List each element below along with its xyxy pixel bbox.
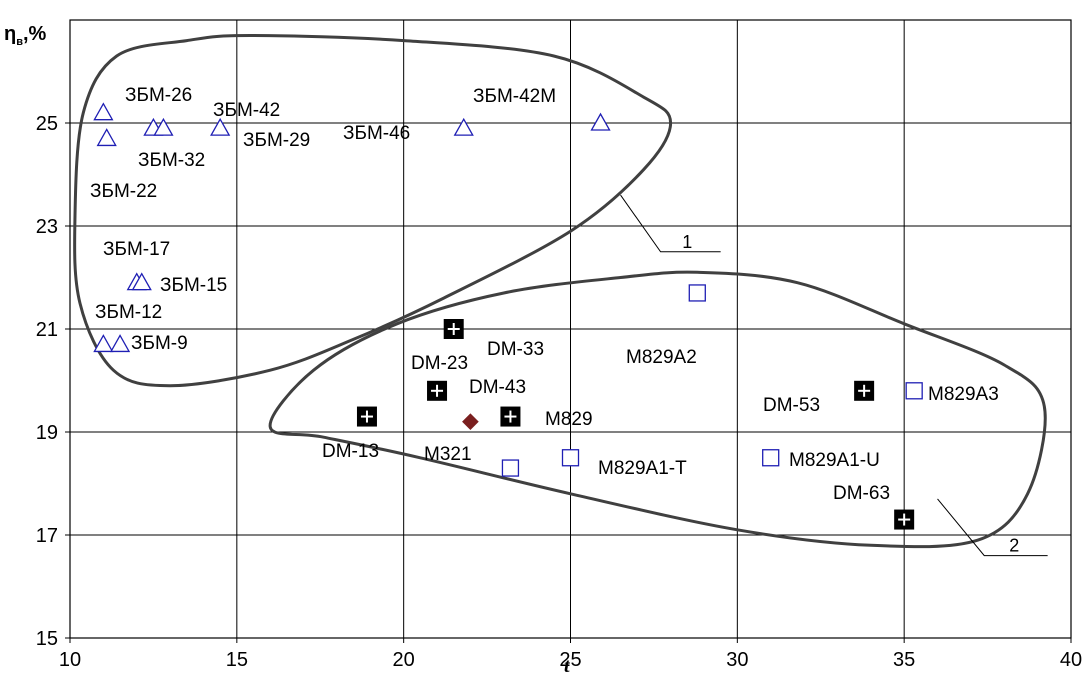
point-label: DM-63 bbox=[833, 483, 890, 504]
point-label: ЗБМ-17 bbox=[103, 239, 170, 260]
x-axis-label: t bbox=[564, 655, 571, 677]
marker-triangle bbox=[93, 334, 114, 353]
y-axis-label: ηв,% bbox=[4, 23, 47, 48]
y-axis-label-unit: ,% bbox=[23, 23, 47, 45]
point-label: M321 bbox=[424, 444, 472, 465]
x-tick-label: 40 bbox=[1060, 649, 1082, 671]
point-label: ЗБМ-46 bbox=[343, 123, 410, 144]
region-1-leader bbox=[620, 194, 721, 253]
x-tick-label: 30 bbox=[726, 649, 748, 671]
marker-square bbox=[561, 449, 580, 467]
marker-triangle bbox=[153, 117, 174, 136]
point-label: DM-43 bbox=[469, 377, 526, 398]
y-axis-label-main: η bbox=[4, 23, 16, 45]
point-label: ЗБМ-15 bbox=[160, 275, 227, 296]
marker-triangle bbox=[453, 117, 474, 136]
region-2-label: 2 bbox=[1009, 536, 1019, 556]
x-tick-label: 25 bbox=[559, 649, 581, 671]
y-tick-label: 19 bbox=[36, 422, 58, 444]
grid bbox=[69, 20, 1072, 639]
point-label: DM-13 bbox=[322, 441, 379, 462]
point-label: M829 bbox=[545, 409, 593, 430]
x-tick-label: 10 bbox=[59, 649, 81, 671]
y-tick-label: 15 bbox=[36, 628, 58, 650]
point-label: DM-53 bbox=[763, 395, 820, 416]
y-tick-label: 23 bbox=[36, 216, 58, 238]
point-label: ЗБМ-32 bbox=[138, 150, 205, 171]
marker-diamond bbox=[460, 411, 481, 432]
point-label: M829A3 bbox=[928, 384, 999, 405]
region-2-leader bbox=[937, 498, 1048, 557]
x-tick-label: 15 bbox=[226, 649, 248, 671]
region-1-outline bbox=[73, 33, 673, 388]
region-2-outline bbox=[268, 270, 1047, 549]
regions: 12 bbox=[73, 33, 1048, 557]
point-label: ЗБМ-26 bbox=[125, 85, 192, 106]
marker-triangle bbox=[93, 102, 114, 121]
y-tick-label: 25 bbox=[36, 113, 58, 135]
x-tick-label: 35 bbox=[893, 649, 915, 671]
y-tick-label: 17 bbox=[36, 525, 58, 547]
point-label: M829A2 bbox=[626, 347, 697, 368]
point-label: DM-23 bbox=[411, 353, 468, 374]
point-label: M829A1-T bbox=[598, 458, 687, 479]
point-label: DM-33 bbox=[487, 339, 544, 360]
point-label: ЗБМ-42 bbox=[213, 100, 280, 121]
marker-square bbox=[688, 284, 706, 302]
point-label: ЗБМ-12 bbox=[95, 302, 162, 323]
point-label: ЗБМ-42М bbox=[473, 86, 556, 107]
markers bbox=[93, 102, 923, 530]
marker-triangle bbox=[96, 128, 117, 147]
point-label: ЗБМ-9 bbox=[131, 333, 188, 354]
region-1-label: 1 bbox=[682, 232, 692, 252]
y-tick-label: 21 bbox=[36, 319, 58, 341]
point-labels: ЗБМ-26 ЗБМ-22 ЗБМ-32 ЗБМ-42 ЗБМ-46 ЗБМ-42М ЗБМ… bbox=[90, 85, 999, 504]
marker-square bbox=[762, 449, 780, 467]
y-axis-label-sub: в bbox=[16, 36, 23, 48]
marker-triangle bbox=[131, 272, 152, 291]
marker-triangle bbox=[210, 117, 231, 136]
marker-triangle bbox=[590, 112, 611, 131]
marker-square bbox=[905, 382, 923, 400]
point-label: M829A1-U bbox=[789, 450, 880, 471]
point-label: ЗБМ-29 bbox=[243, 130, 310, 151]
marker-square bbox=[501, 459, 520, 477]
point-label: ЗБМ-22 bbox=[90, 181, 157, 202]
marker-triangle bbox=[109, 334, 131, 353]
x-tick-label: 20 bbox=[393, 649, 415, 671]
